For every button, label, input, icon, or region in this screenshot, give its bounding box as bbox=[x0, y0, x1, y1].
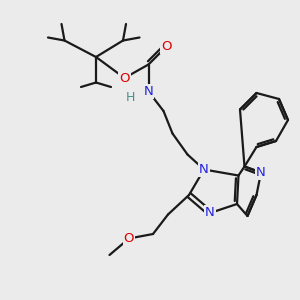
Text: N: N bbox=[205, 206, 215, 220]
Text: O: O bbox=[124, 232, 134, 245]
Text: O: O bbox=[119, 71, 130, 85]
Text: N: N bbox=[199, 163, 209, 176]
Text: O: O bbox=[161, 40, 172, 53]
Text: N: N bbox=[256, 166, 266, 179]
Text: N: N bbox=[144, 85, 153, 98]
Text: H: H bbox=[126, 91, 135, 104]
